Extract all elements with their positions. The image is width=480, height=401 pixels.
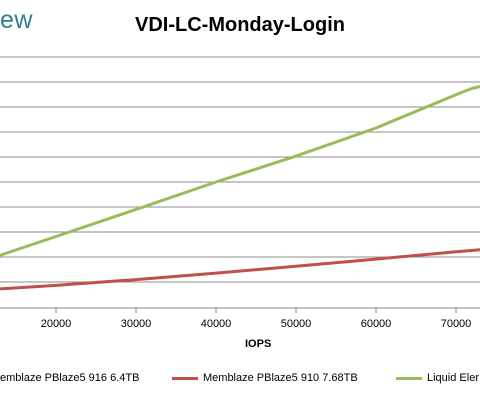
legend: emblaze PBlaze5 916 6.4TB Memblaze PBlaz… xyxy=(0,372,480,390)
series-line-3 xyxy=(0,85,480,257)
brand-logo-text: ew xyxy=(0,6,33,34)
x-tick-label: 20000 xyxy=(41,318,72,330)
x-tick-label: 70000 xyxy=(441,318,472,330)
legend-text-series-3: Liquid Eler xyxy=(427,372,479,384)
legend-item-series-3: Liquid Eler xyxy=(396,372,479,384)
legend-text-series-2: Memblaze PBlaze5 910 7.68TB xyxy=(203,372,358,384)
legend-item-series-2: Memblaze PBlaze5 910 7.68TB xyxy=(172,372,358,384)
x-tick-label: 60000 xyxy=(361,318,392,330)
legend-swatch-series-3 xyxy=(396,376,422,380)
x-axis-label: IOPS xyxy=(245,338,272,350)
x-tick-label: 50000 xyxy=(281,318,312,330)
legend-item-series-1: emblaze PBlaze5 916 6.4TB xyxy=(0,372,139,384)
series-lines xyxy=(0,85,480,291)
chart-title: VDI-LC-Monday-Login xyxy=(135,14,345,36)
legend-swatch-series-2 xyxy=(172,376,198,380)
x-tick-label: 30000 xyxy=(121,318,152,330)
x-tick-label: 40000 xyxy=(201,318,232,330)
series-line-2 xyxy=(0,248,480,291)
legend-text-series-1: emblaze PBlaze5 916 6.4TB xyxy=(0,372,140,384)
x-axis-ticks: 20000 30000 40000 50000 60000 70000 xyxy=(41,308,472,330)
